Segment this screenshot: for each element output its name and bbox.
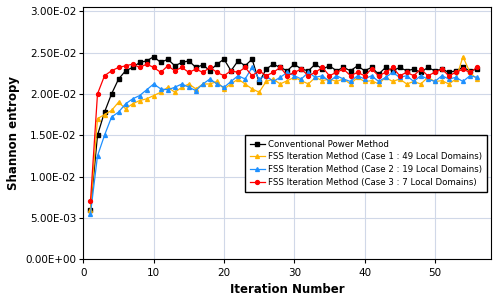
FSS Iteration Method (Case 3 : 7 Local Domains): (36, 0.0226): 7 Local Domains): (36, 0.0226) xyxy=(334,71,340,74)
X-axis label: Iteration Number: Iteration Number xyxy=(230,283,345,296)
FSS Iteration Method (Case 1 : 49 Local Domains): (35, 0.0218): 49 Local Domains): (35, 0.0218) xyxy=(326,77,332,81)
FSS Iteration Method (Case 1 : 49 Local Domains): (1, 0.006): 49 Local Domains): (1, 0.006) xyxy=(88,208,94,211)
FSS Iteration Method (Case 1 : 49 Local Domains): (32, 0.0212): 49 Local Domains): (32, 0.0212) xyxy=(305,82,311,86)
FSS Iteration Method (Case 1 : 49 Local Domains): (37, 0.0218): 49 Local Domains): (37, 0.0218) xyxy=(341,77,347,81)
FSS Iteration Method (Case 2 : 19 Local Domains): (21, 0.0215): 19 Local Domains): (21, 0.0215) xyxy=(228,80,234,83)
FSS Iteration Method (Case 3 : 7 Local Domains): (7, 0.0236): 7 Local Domains): (7, 0.0236) xyxy=(129,62,135,66)
Y-axis label: Shannon entropy: Shannon entropy xyxy=(7,76,20,190)
FSS Iteration Method (Case 1 : 49 Local Domains): (21, 0.0212): 49 Local Domains): (21, 0.0212) xyxy=(228,82,234,86)
Conventional Power Method xyxy=(389,69,395,73)
FSS Iteration Method (Case 2 : 19 Local Domains): (24, 0.0232): 19 Local Domains): (24, 0.0232) xyxy=(249,66,255,69)
FSS Iteration Method (Case 3 : 7 Local Domains): (1, 0.007): 7 Local Domains): (1, 0.007) xyxy=(88,199,94,203)
FSS Iteration Method (Case 3 : 7 Local Domains): (2, 0.02): 7 Local Domains): (2, 0.02) xyxy=(95,92,101,96)
FSS Iteration Method (Case 2 : 19 Local Domains): (38, 0.0215): 19 Local Domains): (38, 0.0215) xyxy=(348,80,354,83)
Legend: Conventional Power Method, FSS Iteration Method (Case 1 : 49 Local Domains), FSS: Conventional Power Method, FSS Iteration… xyxy=(245,135,487,191)
FSS Iteration Method (Case 3 : 7 Local Domains): (38, 0.0222): 7 Local Domains): (38, 0.0222) xyxy=(348,74,354,78)
FSS Iteration Method (Case 2 : 19 Local Domains): (2, 0.0125): 19 Local Domains): (2, 0.0125) xyxy=(95,154,101,158)
FSS Iteration Method (Case 1 : 49 Local Domains): (2, 0.017): 49 Local Domains): (2, 0.017) xyxy=(95,117,101,121)
FSS Iteration Method (Case 3 : 7 Local Domains): (33, 0.0226): 7 Local Domains): (33, 0.0226) xyxy=(312,71,318,74)
Conventional Power Method xyxy=(348,69,354,73)
Conventional Power Method xyxy=(88,208,94,211)
Conventional Power Method xyxy=(235,59,241,63)
Line: FSS Iteration Method (Case 1 : 49 Local Domains): FSS Iteration Method (Case 1 : 49 Local … xyxy=(89,55,479,211)
FSS Iteration Method (Case 2 : 19 Local Domains): (44, 0.0226): 19 Local Domains): (44, 0.0226) xyxy=(389,71,395,74)
Conventional Power Method xyxy=(312,62,318,66)
FSS Iteration Method (Case 2 : 19 Local Domains): (1, 0.0055): 19 Local Domains): (1, 0.0055) xyxy=(88,212,94,215)
Line: FSS Iteration Method (Case 3 : 7 Local Domains): FSS Iteration Method (Case 3 : 7 Local D… xyxy=(89,62,479,203)
Conventional Power Method xyxy=(151,55,157,58)
FSS Iteration Method (Case 1 : 49 Local Domains): (56, 0.0218): 49 Local Domains): (56, 0.0218) xyxy=(474,77,480,81)
Conventional Power Method xyxy=(474,67,480,71)
FSS Iteration Method (Case 3 : 7 Local Domains): (44, 0.0232): 7 Local Domains): (44, 0.0232) xyxy=(389,66,395,69)
Conventional Power Method xyxy=(334,69,340,73)
FSS Iteration Method (Case 3 : 7 Local Domains): (22, 0.0226): 7 Local Domains): (22, 0.0226) xyxy=(235,71,241,74)
Line: Conventional Power Method: Conventional Power Method xyxy=(89,55,479,211)
FSS Iteration Method (Case 1 : 49 Local Domains): (54, 0.0245): 49 Local Domains): (54, 0.0245) xyxy=(460,55,466,58)
FSS Iteration Method (Case 3 : 7 Local Domains): (56, 0.0232): 7 Local Domains): (56, 0.0232) xyxy=(474,66,480,69)
FSS Iteration Method (Case 1 : 49 Local Domains): (43, 0.022): 49 Local Domains): (43, 0.022) xyxy=(382,75,388,79)
FSS Iteration Method (Case 2 : 19 Local Domains): (33, 0.022): 19 Local Domains): (33, 0.022) xyxy=(312,75,318,79)
Conventional Power Method xyxy=(95,133,101,137)
FSS Iteration Method (Case 2 : 19 Local Domains): (56, 0.022): 19 Local Domains): (56, 0.022) xyxy=(474,75,480,79)
Line: FSS Iteration Method (Case 2 : 19 Local Domains): FSS Iteration Method (Case 2 : 19 Local … xyxy=(89,65,479,216)
FSS Iteration Method (Case 2 : 19 Local Domains): (36, 0.0222): 19 Local Domains): (36, 0.0222) xyxy=(334,74,340,78)
